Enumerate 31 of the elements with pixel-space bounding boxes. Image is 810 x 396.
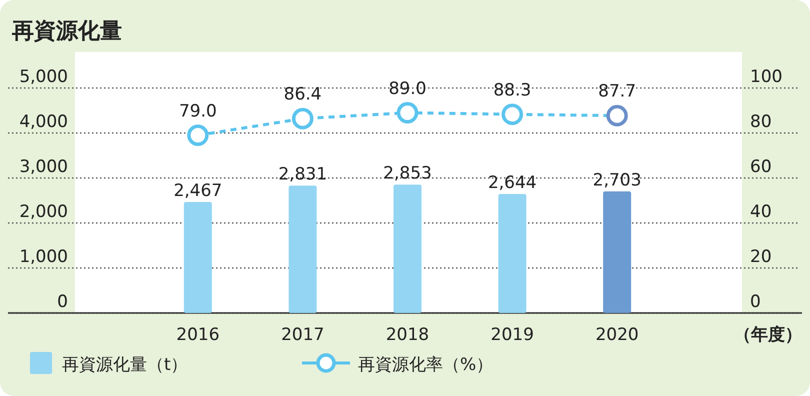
- x-axis-title: （年度）: [734, 325, 802, 345]
- y-tick-label: 3,000: [19, 157, 68, 177]
- data-label: 2,831: [278, 164, 328, 185]
- x-tick-label: 2019: [490, 325, 534, 345]
- legend-label: 再資源化率（%）: [358, 355, 494, 375]
- data-label: 2,853: [383, 164, 432, 184]
- y2-tick-label: 40: [750, 202, 772, 222]
- y-tick-label: 1,000: [19, 247, 68, 267]
- y2-tick-label: 80: [750, 112, 772, 132]
- data-label: 79.0: [178, 101, 217, 122]
- data-label: 86.4: [284, 84, 322, 105]
- y-tick-label: 4,000: [19, 112, 68, 132]
- y-tick-label: 0: [57, 292, 68, 312]
- y2-tick-label: 0: [750, 292, 761, 312]
- data-label: 2,467: [174, 180, 222, 201]
- chart-title: 再資源化量: [11, 19, 122, 44]
- y-tick-label: 2,000: [19, 202, 68, 222]
- y2-tick-label: 100: [750, 67, 782, 87]
- x-tick-label: 2017: [281, 325, 324, 345]
- x-tick-label: 2016: [176, 325, 220, 345]
- data-label: 89.0: [388, 78, 426, 99]
- data-label: 88.3: [493, 80, 532, 100]
- data-label: 2,644: [488, 173, 537, 194]
- y2-tick-label: 20: [750, 247, 772, 267]
- data-label: 2,703: [592, 170, 642, 190]
- x-tick-label: 2020: [595, 325, 639, 345]
- y2-tick-label: 60: [750, 157, 772, 177]
- x-tick-label: 2018: [386, 325, 430, 345]
- y-tick-label: 5,000: [19, 67, 68, 87]
- legend-label: 再資源化量（t）: [62, 355, 188, 375]
- data-label: 87.7: [598, 82, 636, 102]
